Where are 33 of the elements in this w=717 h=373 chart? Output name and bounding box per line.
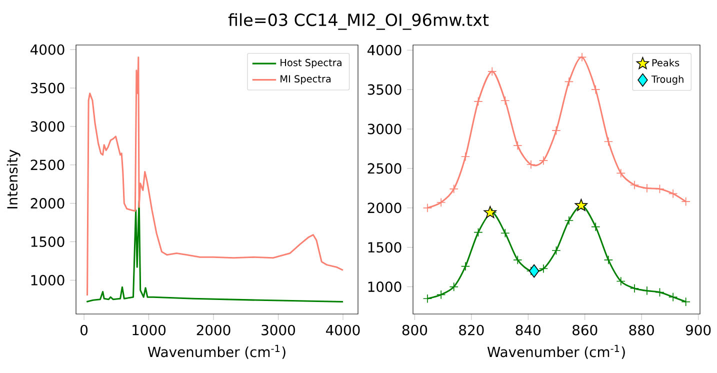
legend-label: Host Spectra [280, 58, 342, 68]
y-tick-label: 2000 [368, 202, 402, 214]
y-tick-label: 3500 [30, 82, 64, 94]
y-tick-label: 4000 [368, 44, 402, 56]
x-tick-label: 880 [629, 324, 654, 336]
x-tick-label: 1000 [132, 324, 166, 336]
y-tick-label: 1500 [368, 242, 402, 253]
x-tick-label: 4000 [326, 324, 360, 336]
y-tick-label: 2500 [30, 160, 64, 170]
x-tick-label: 820 [459, 324, 484, 336]
legend-label: Trough [651, 75, 684, 85]
x-tick-label: 840 [516, 324, 540, 336]
x-axis-title: Wavenumber (cm$^{-1}$) [487, 344, 625, 359]
y-tick-label: 1000 [368, 282, 402, 292]
y-tick-label: 3000 [368, 124, 402, 134]
y-tick-label: 3500 [368, 84, 402, 95]
y-axis-title: Intensity [6, 150, 20, 208]
y-tick-label: 1500 [31, 236, 64, 248]
y-tick-label: 2500 [368, 163, 402, 174]
y-tick-label: 4000 [30, 44, 64, 55]
x-tick-label: 900 [686, 324, 711, 336]
x-tick-label: 800 [402, 324, 428, 336]
x-axis-title: Wavenumber (cm$^{-1}$) [148, 344, 286, 359]
x-tick-label: 3000 [262, 324, 295, 336]
chart-title: file=03 CC14_MI2_OI_96mw.txt [228, 13, 489, 30]
x-tick-label: 860 [572, 324, 598, 336]
y-tick-label: 2000 [30, 198, 64, 209]
y-tick-label: 3000 [30, 121, 64, 132]
x-tick-label: 0 [80, 324, 88, 336]
legend-label: Peaks [652, 58, 680, 66]
legend-label: MI Spectra [280, 75, 331, 84]
x-tick-label: 2000 [196, 324, 230, 336]
y-tick-label: 1000 [31, 274, 64, 286]
